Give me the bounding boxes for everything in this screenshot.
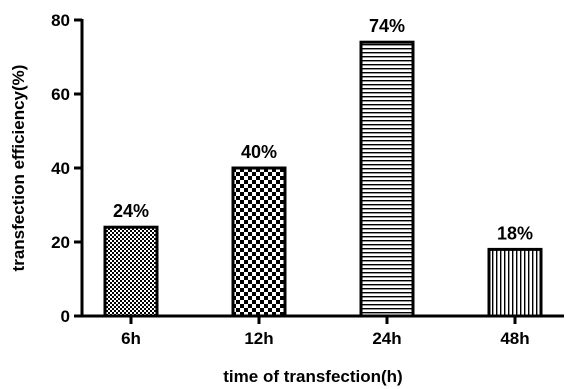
- x-ticks-group: 6h 12h 24h 48h: [121, 316, 530, 348]
- y-tick-label: 20: [51, 233, 70, 252]
- data-labels-group: 24% 40% 74% 18%: [113, 16, 533, 243]
- x-axis-label: time of transfection(h): [223, 367, 402, 386]
- y-tick-label: 40: [51, 159, 70, 178]
- y-ticks-group: 0 20 40 60 80: [51, 11, 82, 326]
- data-label: 24%: [113, 201, 149, 221]
- y-tick-label: 0: [61, 307, 70, 326]
- y-tick-label: 80: [51, 11, 70, 30]
- bars-group: [103, 40, 543, 318]
- data-label: 74%: [369, 16, 405, 36]
- bar-6h: [103, 225, 159, 318]
- bar-12h: [231, 166, 287, 318]
- x-tick-label: 48h: [500, 329, 529, 348]
- y-tick-label: 60: [51, 85, 70, 104]
- data-label: 40%: [241, 142, 277, 162]
- bar-24h: [359, 40, 415, 318]
- x-tick-label: 12h: [244, 329, 273, 348]
- data-label: 18%: [497, 223, 533, 243]
- x-tick-label: 6h: [121, 329, 141, 348]
- y-axis-label: transfection efficiency(%): [9, 65, 28, 272]
- bar-48h: [487, 247, 543, 318]
- x-tick-label: 24h: [372, 329, 401, 348]
